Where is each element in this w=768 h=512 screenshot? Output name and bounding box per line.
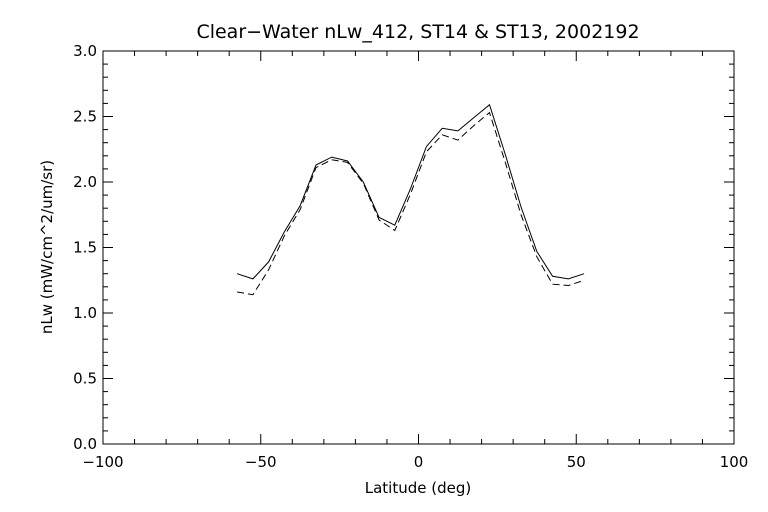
y-tick-label: 1.5 (73, 239, 97, 257)
y-tick-label: 0.0 (73, 435, 97, 453)
series-line-dashed (237, 111, 585, 296)
series-line-solid (236, 103, 585, 280)
x-tick-label: −50 (245, 453, 277, 471)
series-lines (236, 103, 585, 296)
x-tick-label: 100 (720, 453, 749, 471)
x-tick-label: −100 (82, 453, 123, 471)
x-axis-tick-labels: −100 −50 0 50 100 (82, 453, 748, 471)
x-axis-ticks (102, 51, 735, 444)
y-tick-label: 0.5 (73, 370, 97, 388)
chart-title: Clear−Water nLw_412, ST14 & ST13, 200219… (196, 21, 639, 43)
y-tick-label: 2.0 (73, 173, 97, 191)
x-axis-label: Latitude (deg) (365, 479, 471, 497)
x-tick-label: 0 (414, 453, 424, 471)
y-axis-ticks (103, 50, 734, 445)
x-tick-label: 50 (567, 453, 586, 471)
y-tick-label: 2.5 (73, 108, 97, 126)
y-axis-label: nLw (mW/cm^2/um/sr) (38, 160, 56, 334)
y-tick-label: 3.0 (73, 42, 97, 60)
y-axis-tick-labels: 0.0 0.5 1.0 1.5 2.0 2.5 3.0 (73, 42, 97, 453)
plot-frame (102, 50, 735, 445)
y-tick-label: 1.0 (73, 304, 97, 322)
